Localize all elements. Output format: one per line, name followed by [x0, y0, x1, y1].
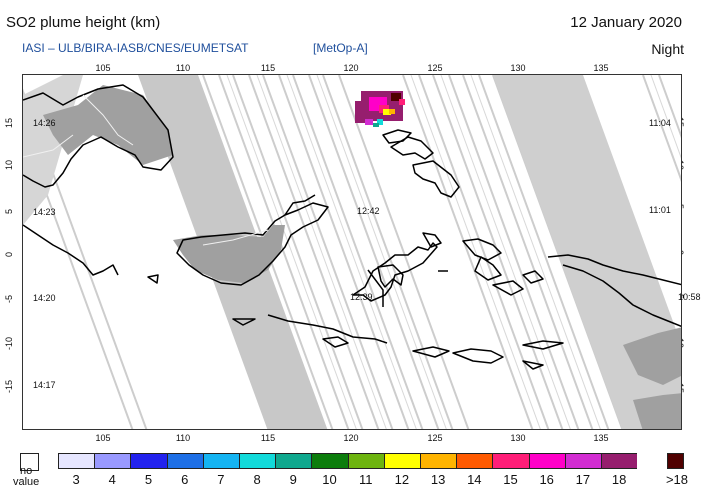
- land-shading: [43, 85, 681, 429]
- legend-level-label: 4: [108, 472, 116, 487]
- so2-map: [22, 74, 682, 430]
- legend-level-label: 13: [430, 472, 446, 487]
- lat-tick-left: -10: [4, 336, 14, 350]
- overpass-time: 10:58: [678, 292, 701, 302]
- legend-level-label: 11: [358, 472, 373, 487]
- legend-swatch: [275, 453, 312, 469]
- map-title: SO2 plume height (km): [6, 14, 161, 31]
- overpass-time: 12:42: [357, 206, 380, 216]
- legend-level-label: 18: [611, 472, 627, 487]
- legend-swatch: [202, 453, 239, 469]
- legend-swatch: [166, 453, 203, 469]
- legend-level-label: 9: [289, 472, 297, 487]
- legend-swatch: [58, 453, 95, 469]
- legend-level-label: 10: [322, 472, 337, 487]
- legend-swatch: [347, 453, 384, 469]
- legend-swatch: [564, 453, 601, 469]
- lat-tick-left: 5: [4, 208, 14, 214]
- legend-level-label: 15: [503, 472, 518, 487]
- swath-band-east: [493, 75, 681, 429]
- time-of-day-label: Night: [651, 41, 684, 57]
- legend-swatch: [383, 453, 420, 469]
- lat-tick-left: 0: [4, 251, 14, 257]
- satellite-label: [MetOp-A]: [313, 41, 368, 55]
- date-label: 12 January 2020: [570, 14, 682, 31]
- lon-tick-bottom: 105: [95, 433, 111, 443]
- no-value-text: no value: [13, 465, 40, 488]
- legend-level-label: >18: [665, 472, 689, 487]
- lon-tick-top: 105: [95, 63, 111, 73]
- overpass-time: 14:17: [33, 380, 56, 390]
- no-value-label: no value: [13, 466, 39, 488]
- legend-level-label: 5: [144, 472, 153, 487]
- legend-level-label: 8: [253, 472, 261, 487]
- lon-tick-bottom: 110: [175, 433, 191, 443]
- country-borders: [23, 94, 269, 246]
- legend-level-label: 17: [575, 472, 591, 487]
- lon-tick-bottom: 135: [593, 433, 609, 443]
- lon-tick-bottom: 125: [427, 433, 443, 443]
- legend-swatch: [601, 453, 638, 469]
- legend-swatch: [492, 453, 529, 469]
- legend-level-label: 12: [394, 472, 410, 487]
- overpass-time: 12:39: [350, 292, 373, 302]
- legend-swatch: [528, 453, 565, 469]
- legend-swatch: [456, 453, 493, 469]
- legend-swatch: [420, 453, 457, 469]
- lon-tick-top: 130: [510, 63, 526, 73]
- legend-swatch: [130, 453, 167, 469]
- lon-tick-top: 115: [260, 63, 276, 73]
- lat-tick-left: -5: [4, 294, 14, 303]
- lat-tick-left: 15: [4, 117, 14, 128]
- map-canvas: [23, 75, 681, 429]
- legend-level-label: 16: [539, 472, 554, 487]
- legend-swatch: [94, 453, 131, 469]
- overpass-time: 14:26: [33, 118, 56, 128]
- lon-tick-bottom: 115: [260, 433, 276, 443]
- lon-tick-top: 135: [593, 63, 609, 73]
- lon-tick-top: 120: [343, 63, 359, 73]
- legend-level-label: 6: [181, 472, 189, 487]
- color-legend: no value 3 4 5 6 7 8 9 10 11 12 13 14 15 16 17 18 >18: [0, 446, 702, 499]
- legend-swatch: [667, 453, 684, 469]
- so2-plume: [355, 91, 405, 127]
- overpass-time: 14:20: [33, 293, 56, 303]
- lon-tick-top: 110: [175, 63, 191, 73]
- legend-level-label: 7: [217, 472, 225, 487]
- overpass-time: 11:01: [649, 205, 671, 215]
- legend-swatch: [239, 453, 276, 469]
- legend-level-label: 3: [72, 472, 80, 487]
- overpass-time: 14:23: [33, 207, 56, 217]
- no-value-swatch: [20, 453, 39, 471]
- lat-tick-left: 10: [4, 159, 14, 170]
- overpass-time: 11:04: [649, 118, 671, 128]
- lon-tick-bottom: 130: [510, 433, 526, 443]
- lat-tick-left: -15: [4, 379, 14, 393]
- lon-tick-bottom: 120: [343, 433, 359, 443]
- legend-level-label: 14: [467, 472, 482, 487]
- legend-swatch: [311, 453, 348, 469]
- lon-tick-top: 125: [427, 63, 443, 73]
- data-source-label: IASI – ULB/BIRA-IASB/CNES/EUMETSAT: [22, 41, 249, 55]
